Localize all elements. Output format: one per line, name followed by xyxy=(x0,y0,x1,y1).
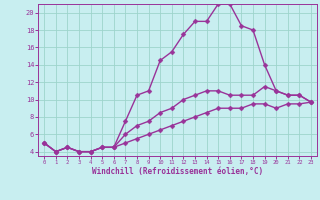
X-axis label: Windchill (Refroidissement éolien,°C): Windchill (Refroidissement éolien,°C) xyxy=(92,167,263,176)
